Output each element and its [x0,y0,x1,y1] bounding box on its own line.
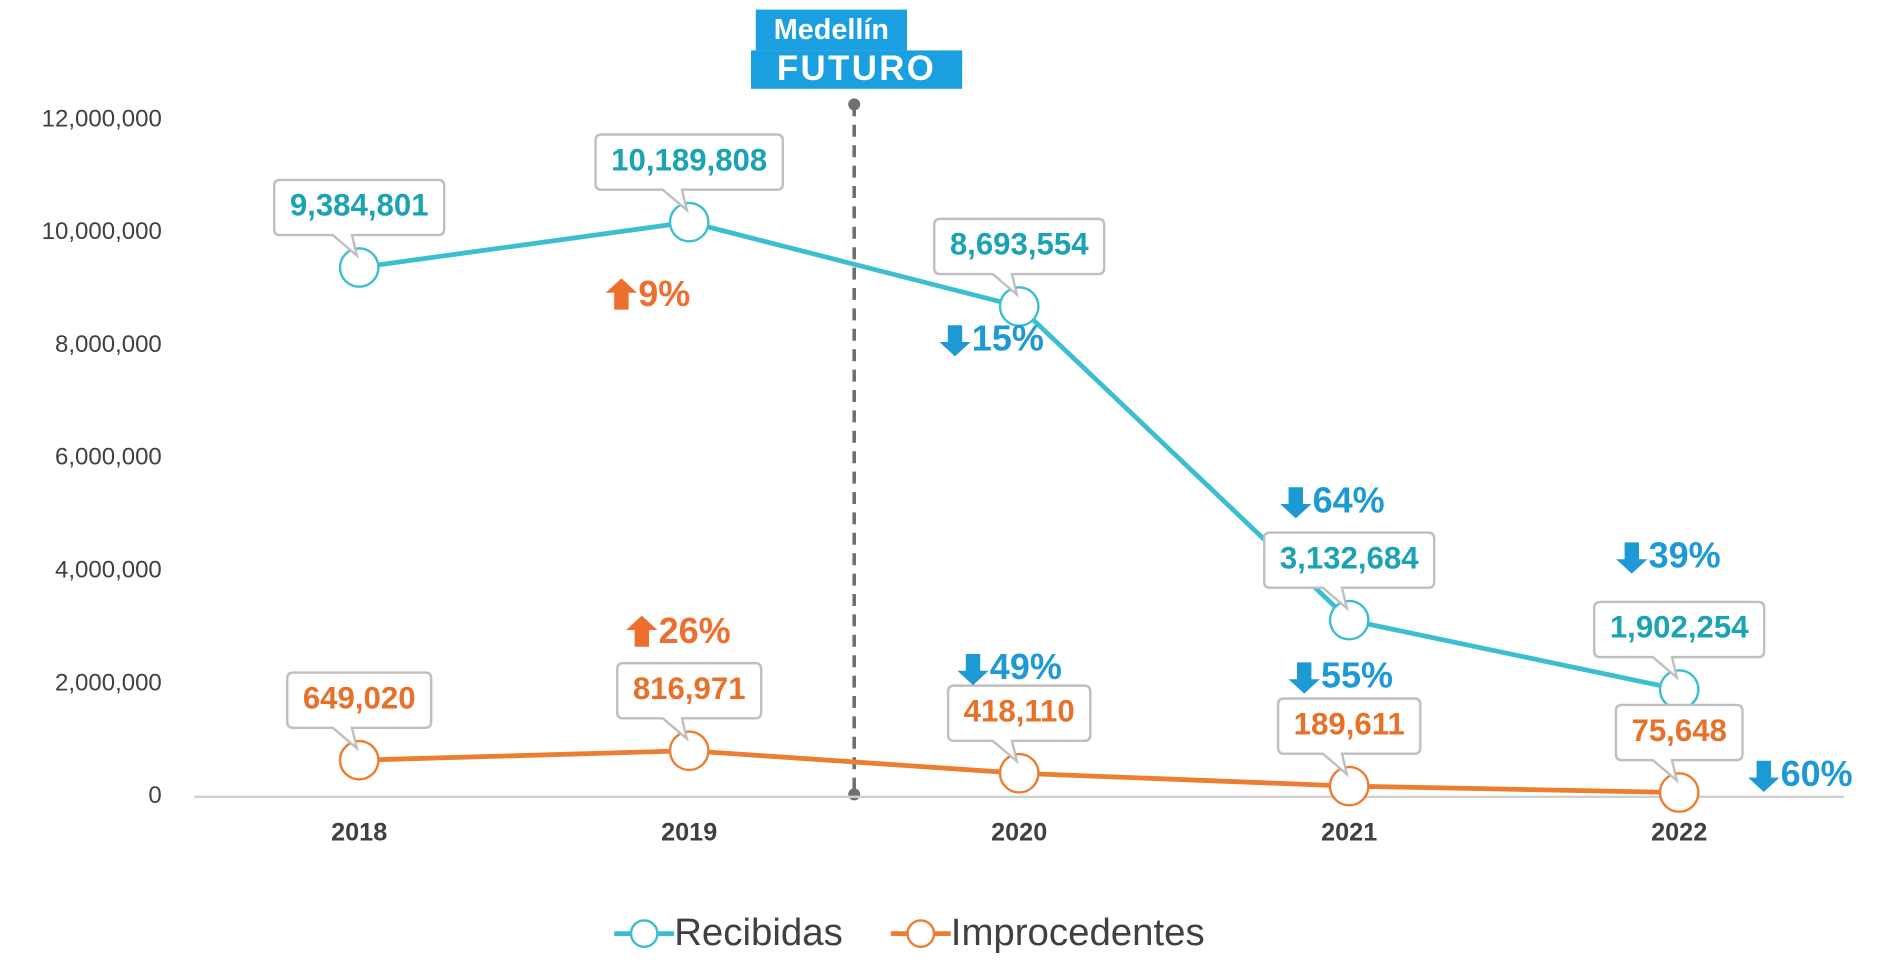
change-arrow [626,615,658,647]
callout-box [273,178,446,259]
change-arrow [1280,487,1312,519]
change-label: 15% [972,317,1044,358]
change-label: 26% [659,610,731,651]
y-tick-label: 6,000,000 [55,444,162,471]
x-tick-label: 2021 [1321,819,1377,847]
change-label: 64% [1313,479,1385,520]
x-tick-label: 2020 [991,819,1047,847]
divider-end [848,98,861,111]
value-label: 189,611 [1294,706,1405,741]
change-arrow [957,654,989,686]
change-label: 49% [990,646,1062,687]
y-tick-label: 4,000,000 [55,557,162,584]
callout-box [1593,600,1766,681]
callout-box [1263,531,1436,612]
point [668,730,710,772]
value-callout: 10,189,808 [594,133,785,214]
y-tick-label: 0 [148,782,161,809]
y-tick-label: 2,000,000 [55,669,162,696]
callout-box [286,671,433,752]
divider-end [848,788,861,801]
callout-box [1614,703,1744,784]
value-label: 3,132,684 [1280,540,1419,575]
legend-marker [906,919,936,948]
point [338,247,380,288]
point [1328,765,1370,807]
callout-box [1276,697,1422,778]
change-label: 55% [1321,655,1393,696]
value-callout: 9,384,801 [273,178,446,259]
legend-label: Improcedentes [951,911,1205,954]
change-arrow [605,278,637,310]
point [998,752,1040,794]
logo-bottom-bg [751,50,963,89]
point [1328,599,1370,641]
point [1658,772,1700,813]
point [998,286,1040,327]
value-label: 649,020 [303,680,416,715]
legend-marker [629,919,659,948]
value-callout: 8,693,554 [933,217,1106,298]
point [668,201,710,243]
x-tick-label: 2018 [331,819,387,847]
x-tick-label: 2022 [1651,819,1707,847]
callout-box [594,133,785,214]
value-label: 8,693,554 [950,227,1089,262]
y-tick-label: 8,000,000 [55,331,162,358]
change-label: 9% [638,273,690,314]
x-tick-label: 2019 [661,819,717,847]
legend-label: Recibidas [674,911,843,954]
change-arrow [1748,760,1780,792]
change-arrow [939,325,971,357]
value-label: 9,384,801 [290,188,429,223]
value-label: 1,902,254 [1610,610,1749,645]
y-tick-label: 12,000,000 [42,105,162,132]
value-callout: 1,902,254 [1593,600,1766,681]
value-label: 418,110 [964,693,1075,728]
callout-box [616,661,763,743]
point [338,739,380,781]
value-label: 816,971 [633,671,746,706]
callout-box [946,684,1092,765]
logo-bottom: FUTURO [777,49,936,88]
change-label: 60% [1781,753,1853,794]
value-callout: 189,611 [1276,697,1422,778]
change-label: 39% [1649,535,1721,576]
value-label: 10,189,808 [611,142,767,177]
value-label: 75,648 [1632,713,1727,748]
logo-top: Medellín [774,14,889,46]
change-arrow [1616,542,1648,574]
point [1658,669,1700,710]
logo-top-bg [755,9,907,51]
change-arrow [1288,662,1320,694]
y-tick-label: 10,000,000 [42,218,162,245]
value-callout: 3,132,684 [1263,531,1436,612]
value-callout: 75,648 [1614,703,1744,784]
value-callout: 418,110 [946,684,1092,765]
value-callout: 816,971 [616,661,763,743]
callout-box [933,217,1106,298]
value-callout: 649,020 [286,671,433,752]
